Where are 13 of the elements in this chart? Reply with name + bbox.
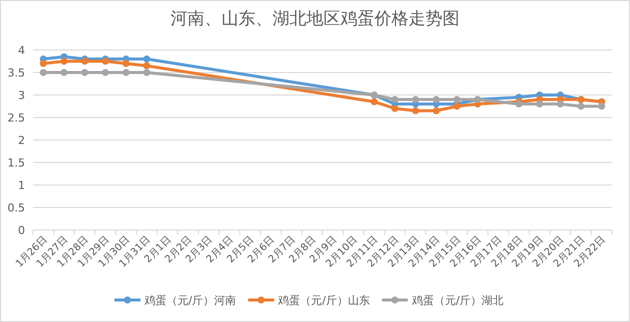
y-tick-label: 2 [18, 134, 25, 147]
y-tick-label: 3 [18, 89, 25, 102]
y-tick-label: 1.5 [8, 156, 25, 170]
y-tick-label: 2.5 [8, 112, 25, 124]
chart-title: 河南、山东、湖北地区鸡蛋价格走势图 [170, 9, 460, 29]
y-tick-label: 4 [18, 44, 25, 57]
y-tick-label: 1 [18, 179, 25, 192]
legend-label: 鸡蛋（元/斤）山东 [277, 294, 370, 307]
y-tick-label: 0 [18, 224, 25, 237]
y-tick-label: 3.5 [8, 66, 25, 80]
y-tick-label: 0.5 [8, 202, 25, 214]
legend-label: 鸡蛋（元/斤）湖北 [410, 294, 504, 307]
legend-label: 鸡蛋（元/斤）河南 [143, 294, 236, 307]
